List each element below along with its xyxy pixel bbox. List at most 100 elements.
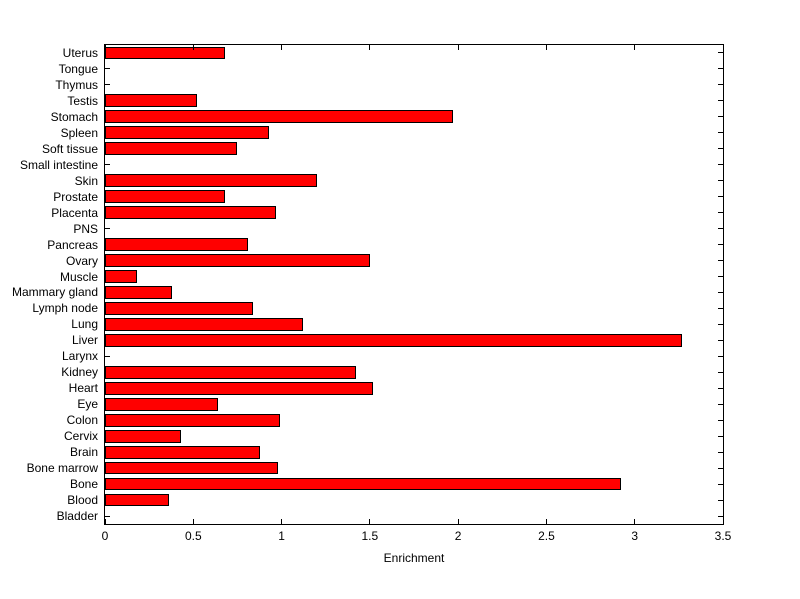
y-axis-category-label: Bone marrow [26,461,98,476]
y-tick-mark [718,515,723,517]
y-tick-mark [718,52,723,54]
y-tick-mark [718,483,723,485]
x-tick-label: 3 [631,529,639,543]
y-tick-mark [718,467,723,469]
y-tick-mark [718,403,723,405]
x-tick-mark [192,45,194,50]
y-axis-category-label: Cervix [63,429,98,444]
x-tick-mark [281,519,283,524]
bar-uterus [105,46,226,60]
x-tick-label: 0.5 [184,529,202,543]
x-tick-mark [281,45,283,50]
bar-skin [105,174,317,188]
y-axis-category-label: Placenta [51,205,98,220]
y-tick-mark [718,435,723,437]
y-tick-mark [718,355,723,357]
y-tick-mark [718,371,723,373]
y-tick-mark [718,499,723,501]
y-tick-mark [105,84,110,86]
x-tick-mark [545,45,547,50]
y-tick-mark [105,164,110,166]
y-axis-category-label: Lung [71,317,98,332]
y-axis-category-label: Lymph node [32,301,98,316]
y-axis-category-label: Muscle [59,269,98,284]
bar-lymph-node [105,302,254,315]
bar-testis [105,94,197,108]
y-tick-mark [718,228,723,230]
y-tick-mark [105,68,110,70]
y-tick-mark [718,291,723,293]
y-axis-category-label: Blood [67,493,98,508]
bar-mammary-gland [105,286,173,299]
x-tick-label: 0 [101,529,109,543]
bar-muscle [105,270,137,283]
bar-soft-tissue [105,142,238,156]
y-axis-category-label: Heart [68,381,98,396]
y-axis-category-label: Testis [67,93,98,108]
x-tick-mark [545,519,547,524]
y-axis-category-label: Prostate [53,189,98,204]
bar-blood [105,493,169,507]
y-tick-mark [718,387,723,389]
bar-brain [105,445,261,459]
bar-stomach [105,110,453,124]
y-axis-category-label: Bone [69,477,98,492]
y-axis-category-label: Brain [69,445,98,460]
x-tick-label: 1 [278,529,285,543]
y-tick-mark [718,180,723,182]
bar-ovary [105,254,370,267]
y-axis-category-label: Stomach [50,109,98,124]
y-axis-category-label: Larynx [61,349,98,364]
y-axis-category-label: Ovary [65,253,98,268]
y-tick-mark [718,419,723,421]
x-tick-label: 1.5 [361,529,379,543]
x-tick-mark [192,519,194,524]
bar-bone [105,477,621,491]
bar-eye [105,397,218,411]
y-axis-category-label: Thymus [55,77,98,92]
y-tick-mark [718,244,723,246]
bar-bone-marrow [105,461,279,475]
y-axis-category-label: Pancreas [47,237,98,252]
bar-kidney [105,365,356,379]
y-axis-category-label: Colon [66,413,98,428]
x-tick-mark [369,519,371,524]
y-tick-mark [718,116,723,118]
y-tick-mark [718,196,723,198]
x-tick-label: 3.5 [714,529,732,543]
bar-spleen [105,126,270,140]
x-tick-mark [457,45,459,50]
bar-heart [105,381,374,395]
x-tick-mark [634,519,636,524]
y-tick-mark [718,68,723,70]
x-tick-mark [104,519,106,524]
y-tick-mark [718,260,723,262]
y-axis-category-label: PNS [73,221,98,236]
y-axis-category-label: Small intestine [19,157,98,172]
y-tick-mark [718,164,723,166]
x-tick-label: 2 [454,529,462,543]
y-tick-mark [105,515,110,517]
y-axis-category-label: Bladder [56,509,98,524]
y-tick-mark [718,148,723,150]
y-axis-category-label: Eye [77,397,98,412]
y-axis-category-label: Skin [74,173,98,188]
y-axis-category-label: Liver [71,333,98,348]
x-tick-mark [457,519,459,524]
bar-colon [105,413,280,427]
y-axis-category-label: Soft tissue [41,141,98,156]
x-tick-mark [722,519,724,524]
y-axis-category-label: Mammary gland [11,285,98,300]
x-axis-title: Enrichment [383,551,445,565]
y-axis-category-label: Uterus [62,45,98,60]
x-tick-label: 2.5 [538,529,555,543]
y-tick-mark [718,212,723,214]
y-tick-mark [718,307,723,309]
y-axis-category-label: Spleen [60,125,98,140]
y-tick-mark [718,132,723,134]
y-tick-mark [718,100,723,102]
y-tick-mark [718,84,723,86]
y-tick-mark [718,323,723,325]
bar-placenta [105,206,277,220]
